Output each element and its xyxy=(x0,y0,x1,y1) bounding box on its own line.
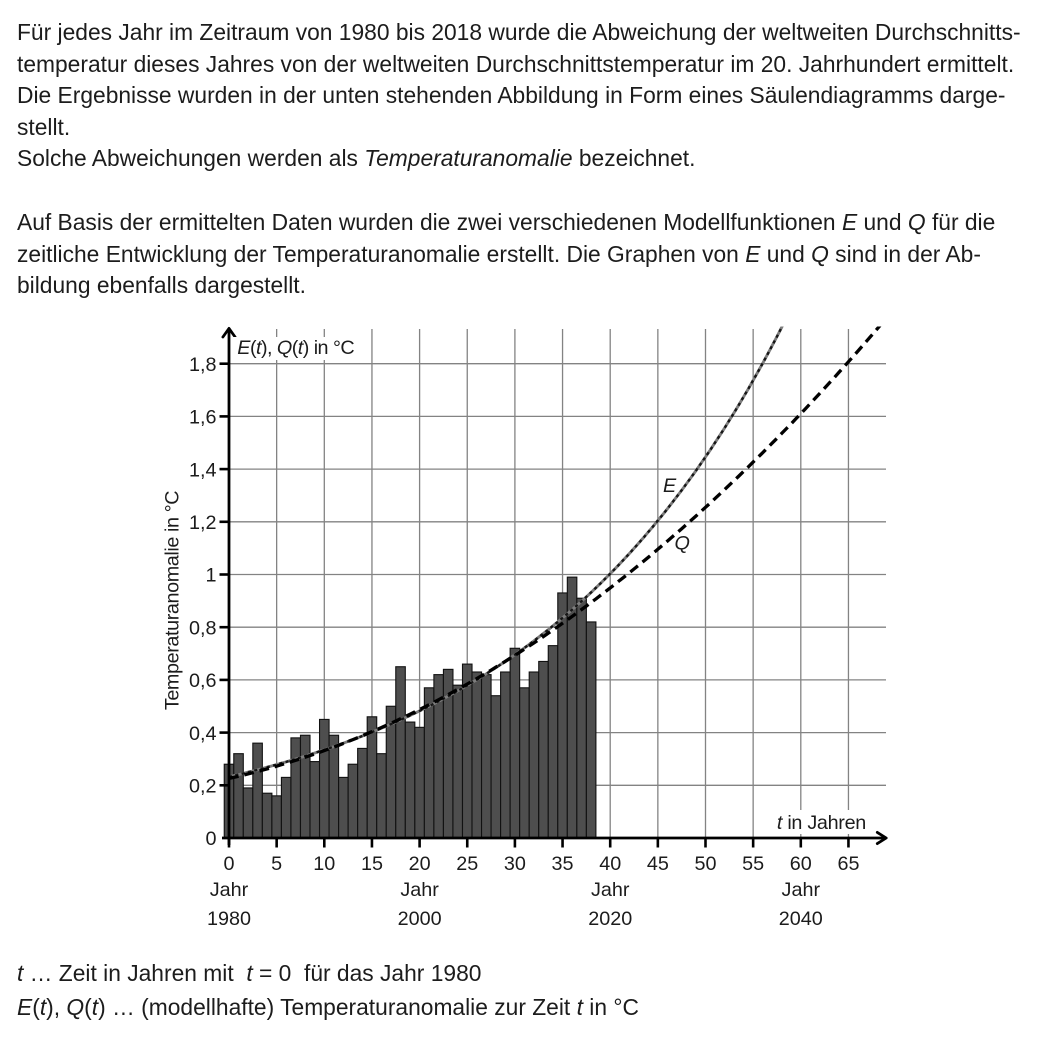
svg-text:1,6: 1,6 xyxy=(189,407,217,429)
svg-text:0,8: 0,8 xyxy=(189,617,217,639)
svg-text:0,4: 0,4 xyxy=(189,723,217,745)
svg-text:25: 25 xyxy=(456,853,478,875)
svg-text:E(t), Q(t) in °C: E(t), Q(t) in °C xyxy=(237,337,354,359)
svg-text:Q: Q xyxy=(675,533,690,555)
svg-text:Jahr: Jahr xyxy=(591,879,630,901)
svg-text:Jahr: Jahr xyxy=(782,879,821,901)
svg-text:30: 30 xyxy=(504,853,526,875)
svg-text:2020: 2020 xyxy=(588,908,632,930)
svg-text:40: 40 xyxy=(599,853,621,875)
svg-text:Jahr: Jahr xyxy=(400,879,439,901)
svg-text:10: 10 xyxy=(313,853,335,875)
svg-text:65: 65 xyxy=(837,853,859,875)
svg-text:0: 0 xyxy=(223,853,234,875)
svg-text:55: 55 xyxy=(742,853,764,875)
svg-text:15: 15 xyxy=(361,853,383,875)
svg-text:Jahr: Jahr xyxy=(210,879,249,901)
svg-text:45: 45 xyxy=(647,853,669,875)
svg-text:Temperaturanomalie in °C: Temperaturanomalie in °C xyxy=(162,491,184,710)
svg-text:0: 0 xyxy=(205,828,216,850)
svg-text:35: 35 xyxy=(552,853,574,875)
svg-text:2040: 2040 xyxy=(779,908,823,930)
svg-text:1,2: 1,2 xyxy=(189,512,217,534)
svg-text:0,2: 0,2 xyxy=(189,776,217,798)
svg-text:50: 50 xyxy=(694,853,716,875)
svg-text:2000: 2000 xyxy=(398,908,442,930)
svg-text:E: E xyxy=(663,475,677,497)
svg-text:1: 1 xyxy=(205,565,216,587)
svg-text:0,6: 0,6 xyxy=(189,670,217,692)
svg-text:t in Jahren: t in Jahren xyxy=(777,812,866,834)
svg-text:1,4: 1,4 xyxy=(189,459,217,481)
svg-text:1,8: 1,8 xyxy=(189,354,217,376)
svg-text:60: 60 xyxy=(790,853,812,875)
svg-text:5: 5 xyxy=(271,853,282,875)
svg-text:1980: 1980 xyxy=(207,908,251,930)
svg-text:20: 20 xyxy=(409,853,431,875)
